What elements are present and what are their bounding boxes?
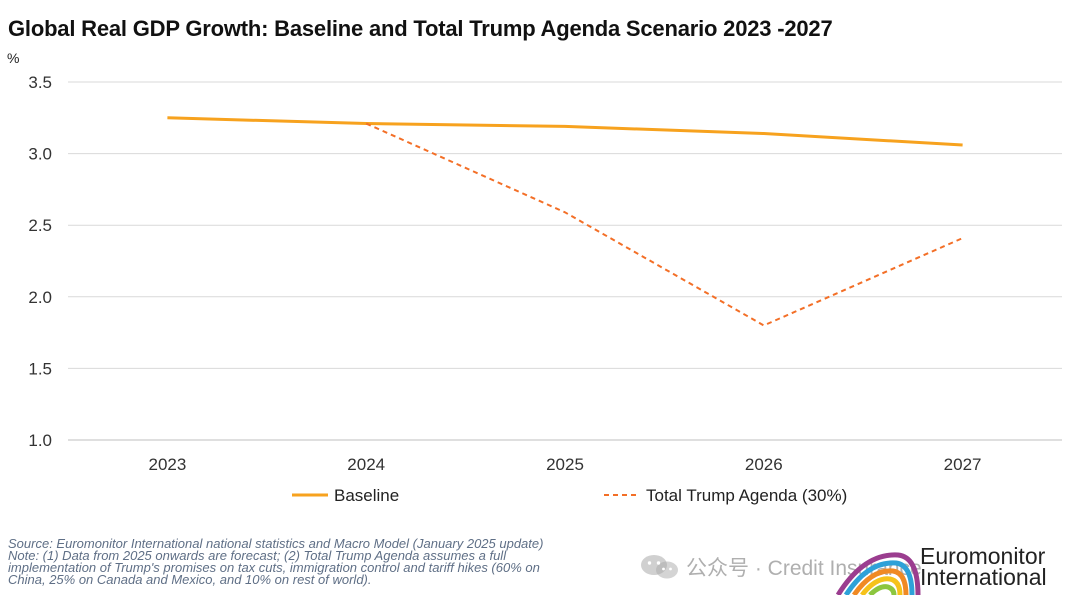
- x-tick-label: 2027: [944, 455, 982, 474]
- x-tick-label: 2024: [347, 455, 385, 474]
- x-tick-label: 2026: [745, 455, 783, 474]
- x-tick-label: 2023: [148, 455, 186, 474]
- legend: Baseline Total Trump Agenda (30%): [292, 486, 847, 505]
- y-tick-label: 1.0: [28, 431, 52, 450]
- note-line-2: implementation of Trump's promises on ta…: [8, 560, 540, 575]
- y-tick-label: 3.5: [28, 73, 52, 92]
- note-line-1: Note: (1) Data from 2025 onwards are for…: [8, 548, 507, 563]
- y-tick-label: 1.5: [28, 359, 52, 378]
- series-line-baseline: [167, 116, 963, 147]
- y-axis-unit-label: %: [7, 50, 20, 66]
- wechat-icon: [640, 554, 680, 580]
- x-axis-ticks: 2023 2024 2025 2026 2027: [148, 455, 981, 474]
- gridlines: [68, 81, 1062, 441]
- legend-label: Baseline: [334, 486, 399, 505]
- euromonitor-logo-mark: [836, 552, 921, 595]
- series-lines: [167, 116, 964, 327]
- series-line-total-trump-agenda-30: [365, 122, 964, 327]
- y-tick-label: 2.0: [28, 288, 52, 307]
- y-tick-label: 2.5: [28, 216, 52, 235]
- y-axis-ticks: 3.5 3.0 2.5 2.0 1.5 1.0: [28, 73, 52, 450]
- note-line-3: China, 25% on Canada and Mexico, and 10%…: [8, 572, 372, 587]
- euromonitor-logo-text: Euromonitor International: [920, 543, 1047, 590]
- source-line: Source: Euromonitor International nation…: [8, 536, 544, 551]
- logo-line-1: Euromonitor: [920, 543, 1046, 569]
- x-tick-label: 2025: [546, 455, 584, 474]
- chart-title: Global Real GDP Growth: Baseline and Tot…: [8, 16, 833, 41]
- y-tick-label: 3.0: [28, 145, 52, 164]
- logo-line-2: International: [920, 564, 1047, 590]
- line-chart: 3.53.02.52.01.51.0 2023 2024 2025 2026 2027 …: [28, 73, 1062, 505]
- legend-label: Total Trump Agenda (30%): [646, 486, 847, 505]
- source-note: Source: Euromonitor International nation…: [8, 536, 708, 587]
